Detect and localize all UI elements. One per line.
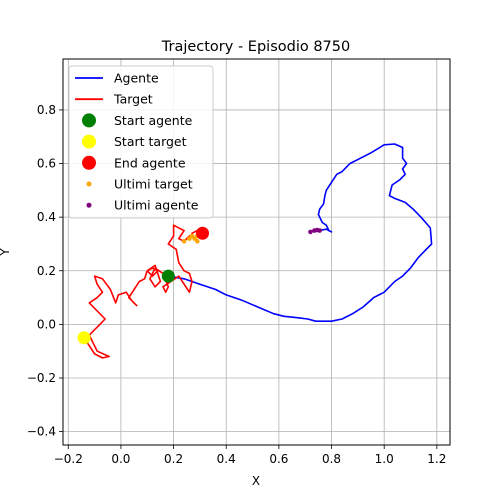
x-axis-label: X xyxy=(252,474,260,488)
marker-layer xyxy=(77,226,322,345)
x-tick-label: 1.2 xyxy=(427,452,446,466)
series-line-target xyxy=(83,224,203,359)
legend-label: Target xyxy=(113,92,153,107)
legend-swatch-marker xyxy=(82,155,96,170)
legend-label: Ultimi agente xyxy=(114,198,199,213)
axis-ticks: −0.2 0.0 0.2 0.4 0.6 0.8 1.0 1.2 −0.4 −0.2 0.0 0.2 0… xyxy=(27,103,447,466)
legend-label: Agente xyxy=(114,71,159,86)
legend-swatch-marker xyxy=(82,113,96,128)
ultimi-agente-point xyxy=(317,228,322,233)
x-tick-label: 0.0 xyxy=(111,452,130,466)
legend-swatch-point xyxy=(86,181,92,187)
x-tick-label: 0.4 xyxy=(217,452,236,466)
y-tick-label: 0.4 xyxy=(37,210,56,224)
legend-label: Start target xyxy=(114,134,187,149)
x-tick-label: 0.6 xyxy=(269,452,288,466)
series-layer xyxy=(83,143,433,359)
start-agente-marker xyxy=(161,269,175,283)
legend-label: Ultimi target xyxy=(114,177,193,192)
ultimi-agente-point xyxy=(308,229,313,235)
x-tick-label: 0.8 xyxy=(322,452,341,466)
ultimi-target-point xyxy=(194,238,200,244)
legend-swatch-marker xyxy=(82,134,96,149)
y-tick-label: 0.6 xyxy=(37,157,56,171)
y-tick-label: −0.2 xyxy=(27,371,56,385)
y-tick-label: 0.8 xyxy=(37,103,56,117)
y-axis-label: Y xyxy=(0,248,12,257)
x-tick-label: 1.0 xyxy=(375,452,394,466)
x-tick-label: −0.2 xyxy=(54,452,83,466)
plot-frame xyxy=(62,58,451,446)
start-target-marker xyxy=(77,331,91,345)
y-tick-label: −0.4 xyxy=(27,425,56,439)
series-line-agente xyxy=(168,143,433,323)
chart-title: Trajectory - Episodio 8750 xyxy=(161,39,350,55)
y-tick-label: 0.0 xyxy=(37,317,56,331)
legend-label: End agente xyxy=(114,155,186,170)
legend-swatch-point xyxy=(86,202,92,208)
x-tick-label: 0.2 xyxy=(164,452,183,466)
ultimi-target-point xyxy=(181,238,187,244)
grid xyxy=(63,59,450,445)
legend: Agente Target Start agente Start target End … xyxy=(68,65,214,219)
end-agente-marker xyxy=(196,226,210,240)
y-tick-label: 0.2 xyxy=(37,264,56,278)
legend-label: Start agente xyxy=(114,113,193,128)
legend-box xyxy=(68,65,214,219)
